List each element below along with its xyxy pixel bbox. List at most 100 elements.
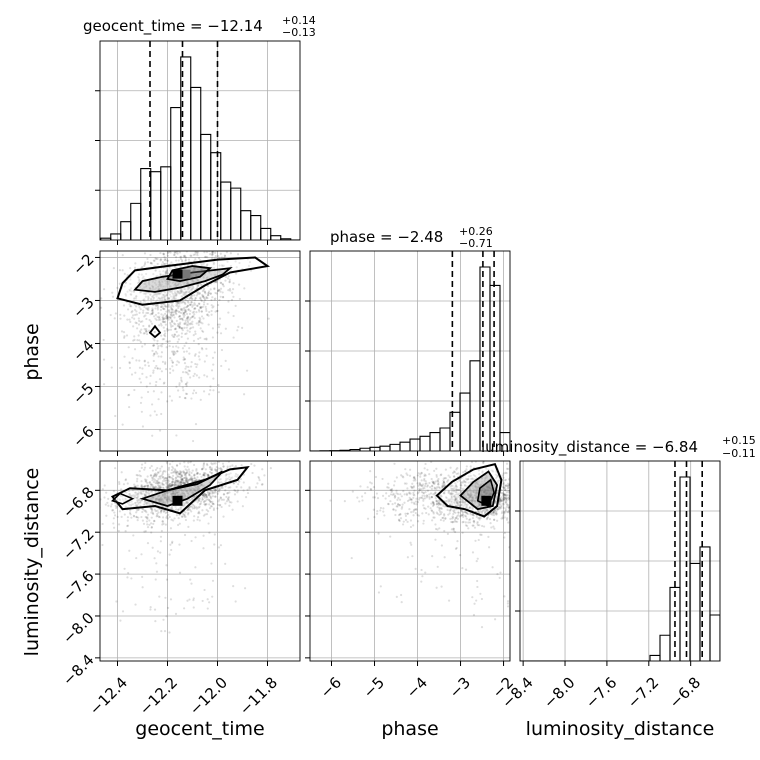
- joint-geocent-time-phase-sample-point: [176, 360, 179, 363]
- joint-geocent-time-phase-sample-point: [163, 295, 166, 299]
- joint-geocent-time-phase-sample-point: [134, 321, 137, 324]
- joint-geocent-time-phase-sample-point: [137, 273, 141, 276]
- joint-geocent-time-luminosity-distance-sample-point: [161, 482, 164, 485]
- joint-geocent-time-phase-sample-point: [216, 323, 220, 326]
- joint-phase-luminosity-distance-sample-point: [457, 488, 460, 491]
- joint-phase-luminosity-distance-sample-point: [456, 503, 460, 506]
- joint-geocent-time-phase-sample-point: [191, 279, 194, 283]
- joint-phase-luminosity-distance-sample-point: [438, 513, 441, 516]
- joint-geocent-time-phase-sample-point: [183, 322, 186, 326]
- joint-geocent-time-phase-sample-point: [220, 256, 224, 259]
- joint-geocent-time-phase-sample-point: [165, 262, 168, 265]
- joint-geocent-time-luminosity-distance-sample-point: [194, 486, 197, 489]
- joint-geocent-time-phase-sample-point: [138, 306, 141, 309]
- joint-geocent-time-phase-sample-point: [182, 293, 185, 296]
- joint-phase-luminosity-distance-sample-point: [435, 500, 438, 503]
- joint-geocent-time-phase-sample-point: [143, 332, 146, 335]
- joint-phase-luminosity-distance-sample-point: [494, 511, 498, 514]
- joint-phase-luminosity-distance-sample-point: [482, 490, 486, 493]
- joint-geocent-time-luminosity-distance-sample-point: [158, 498, 161, 501]
- joint-phase-luminosity-distance-sample-point: [387, 482, 390, 485]
- joint-geocent-time-luminosity-distance-sample-point: [208, 491, 211, 495]
- joint-phase-luminosity-distance-sample-point: [462, 494, 465, 497]
- joint-phase-luminosity-distance-sample-point: [504, 496, 507, 500]
- joint-geocent-time-phase-sample-point: [154, 257, 157, 260]
- joint-phase-luminosity-distance-sample-point: [502, 482, 505, 486]
- joint-geocent-time-phase-sample-point: [167, 304, 170, 307]
- joint-geocent-time-luminosity-distance-sample-point: [176, 470, 179, 473]
- joint-geocent-time-phase-sample-point: [178, 395, 181, 399]
- joint-geocent-time-phase-sample-point: [171, 292, 175, 296]
- joint-geocent-time-phase-sample-point: [164, 361, 167, 364]
- joint-geocent-time-luminosity-distance-sample-point: [172, 492, 175, 495]
- joint-geocent-time-luminosity-distance-sample-point: [162, 500, 165, 503]
- joint-geocent-time-luminosity-distance-sample-point: [162, 522, 165, 525]
- joint-phase-luminosity-distance-sample-point: [453, 498, 456, 501]
- joint-geocent-time-phase-sample-point: [206, 284, 210, 288]
- joint-geocent-time-luminosity-distance-sample-point: [140, 489, 143, 492]
- joint-geocent-time-luminosity-distance-sample-point: [132, 494, 135, 497]
- joint-geocent-time-luminosity-distance-sample-point: [159, 551, 162, 554]
- joint-phase-luminosity-distance-sample-point: [469, 492, 472, 496]
- joint-geocent-time-luminosity-distance-sample-point: [182, 492, 185, 495]
- joint-phase-luminosity-distance-sample-point: [459, 480, 463, 484]
- joint-geocent-time-phase-sample-point: [155, 413, 158, 417]
- joint-geocent-time-luminosity-distance-sample-point: [173, 483, 176, 486]
- joint-geocent-time-luminosity-distance-sample-point: [248, 487, 251, 490]
- joint-geocent-time-luminosity-distance-sample-point: [188, 508, 192, 511]
- joint-geocent-time-phase-sample-point: [190, 301, 193, 304]
- joint-geocent-time-luminosity-distance-sample-point: [139, 491, 142, 494]
- joint-geocent-time-phase-sample-point: [134, 313, 137, 317]
- joint-geocent-time-phase-sample-point: [177, 306, 180, 310]
- joint-geocent-time-luminosity-distance-sample-point: [132, 514, 136, 517]
- joint-phase-luminosity-distance-sample-point: [492, 525, 495, 528]
- joint-geocent-time-luminosity-distance-sample-point: [201, 468, 204, 471]
- joint-geocent-time-phase-sample-point: [217, 303, 220, 307]
- joint-geocent-time-phase-sample-point: [171, 320, 174, 324]
- joint-geocent-time-phase-sample-point: [164, 335, 167, 338]
- joint-phase-luminosity-distance-sample-point: [464, 511, 467, 514]
- joint-phase-luminosity-distance-sample-point: [425, 494, 429, 497]
- joint-geocent-time-phase-sample-point: [142, 309, 145, 312]
- joint-geocent-time-luminosity-distance-sample-point: [149, 485, 152, 489]
- joint-phase-luminosity-distance-sample-point: [459, 496, 462, 499]
- joint-geocent-time-phase-sample-point: [171, 298, 174, 301]
- joint-geocent-time-luminosity-distance-sample-point: [195, 469, 198, 472]
- joint-geocent-time-luminosity-distance-sample-point: [193, 473, 196, 476]
- joint-geocent-time-phase-sample-point: [154, 313, 158, 317]
- joint-geocent-time-luminosity-distance-sample-point: [226, 465, 229, 468]
- joint-geocent-time-phase-sample-point: [175, 330, 178, 333]
- joint-geocent-time-phase-sample-point: [171, 324, 174, 328]
- joint-phase-luminosity-distance-sample-point: [472, 484, 475, 488]
- joint-geocent-time-phase-sample-point: [217, 288, 221, 291]
- joint-phase-luminosity-distance-sample-point: [463, 480, 466, 483]
- joint-geocent-time-luminosity-distance-sample-point: [146, 481, 149, 485]
- joint-phase-luminosity-distance-sample-point: [492, 484, 496, 487]
- joint-phase-luminosity-distance-sample-point: [483, 490, 486, 494]
- joint-geocent-time-luminosity-distance-sample-point: [153, 508, 156, 511]
- joint-geocent-time-luminosity-distance-sample-point: [228, 491, 231, 494]
- joint-phase-luminosity-distance-sample-point: [470, 499, 474, 502]
- joint-phase-luminosity-distance-sample-point: [372, 486, 376, 489]
- joint-geocent-time-luminosity-distance-sample-point: [219, 496, 223, 500]
- joint-phase-luminosity-distance-sample-point: [459, 505, 462, 508]
- joint-geocent-time-phase-sample-point: [150, 312, 154, 316]
- joint-geocent-time-luminosity-distance-sample-point: [167, 491, 170, 494]
- joint-geocent-time-phase-sample-point: [129, 289, 132, 292]
- joint-geocent-time-phase-sample-point: [205, 295, 208, 299]
- joint-geocent-time-luminosity-distance-sample-point: [164, 496, 167, 499]
- joint-geocent-time-luminosity-distance-sample-point: [197, 499, 201, 502]
- joint-phase-luminosity-distance-sample-point: [409, 492, 412, 495]
- joint-phase-luminosity-distance-sample-point: [444, 496, 448, 499]
- joint-phase-luminosity-distance-sample-point: [502, 472, 505, 475]
- joint-phase-luminosity-distance-sample-point: [395, 489, 398, 492]
- joint-geocent-time-luminosity-distance-sample-point: [185, 477, 188, 480]
- joint-geocent-time-phase-sample-point: [147, 308, 150, 311]
- joint-geocent-time-phase-sample-point: [142, 311, 145, 314]
- joint-geocent-time-phase-sample-point: [102, 358, 106, 361]
- joint-geocent-time-phase-sample-point: [149, 374, 152, 377]
- joint-geocent-time-phase-sample-point: [144, 261, 147, 264]
- joint-geocent-time-phase-sample-point: [169, 317, 172, 320]
- joint-geocent-time-phase-sample-point: [183, 308, 186, 312]
- joint-geocent-time-phase-sample-point: [123, 355, 126, 358]
